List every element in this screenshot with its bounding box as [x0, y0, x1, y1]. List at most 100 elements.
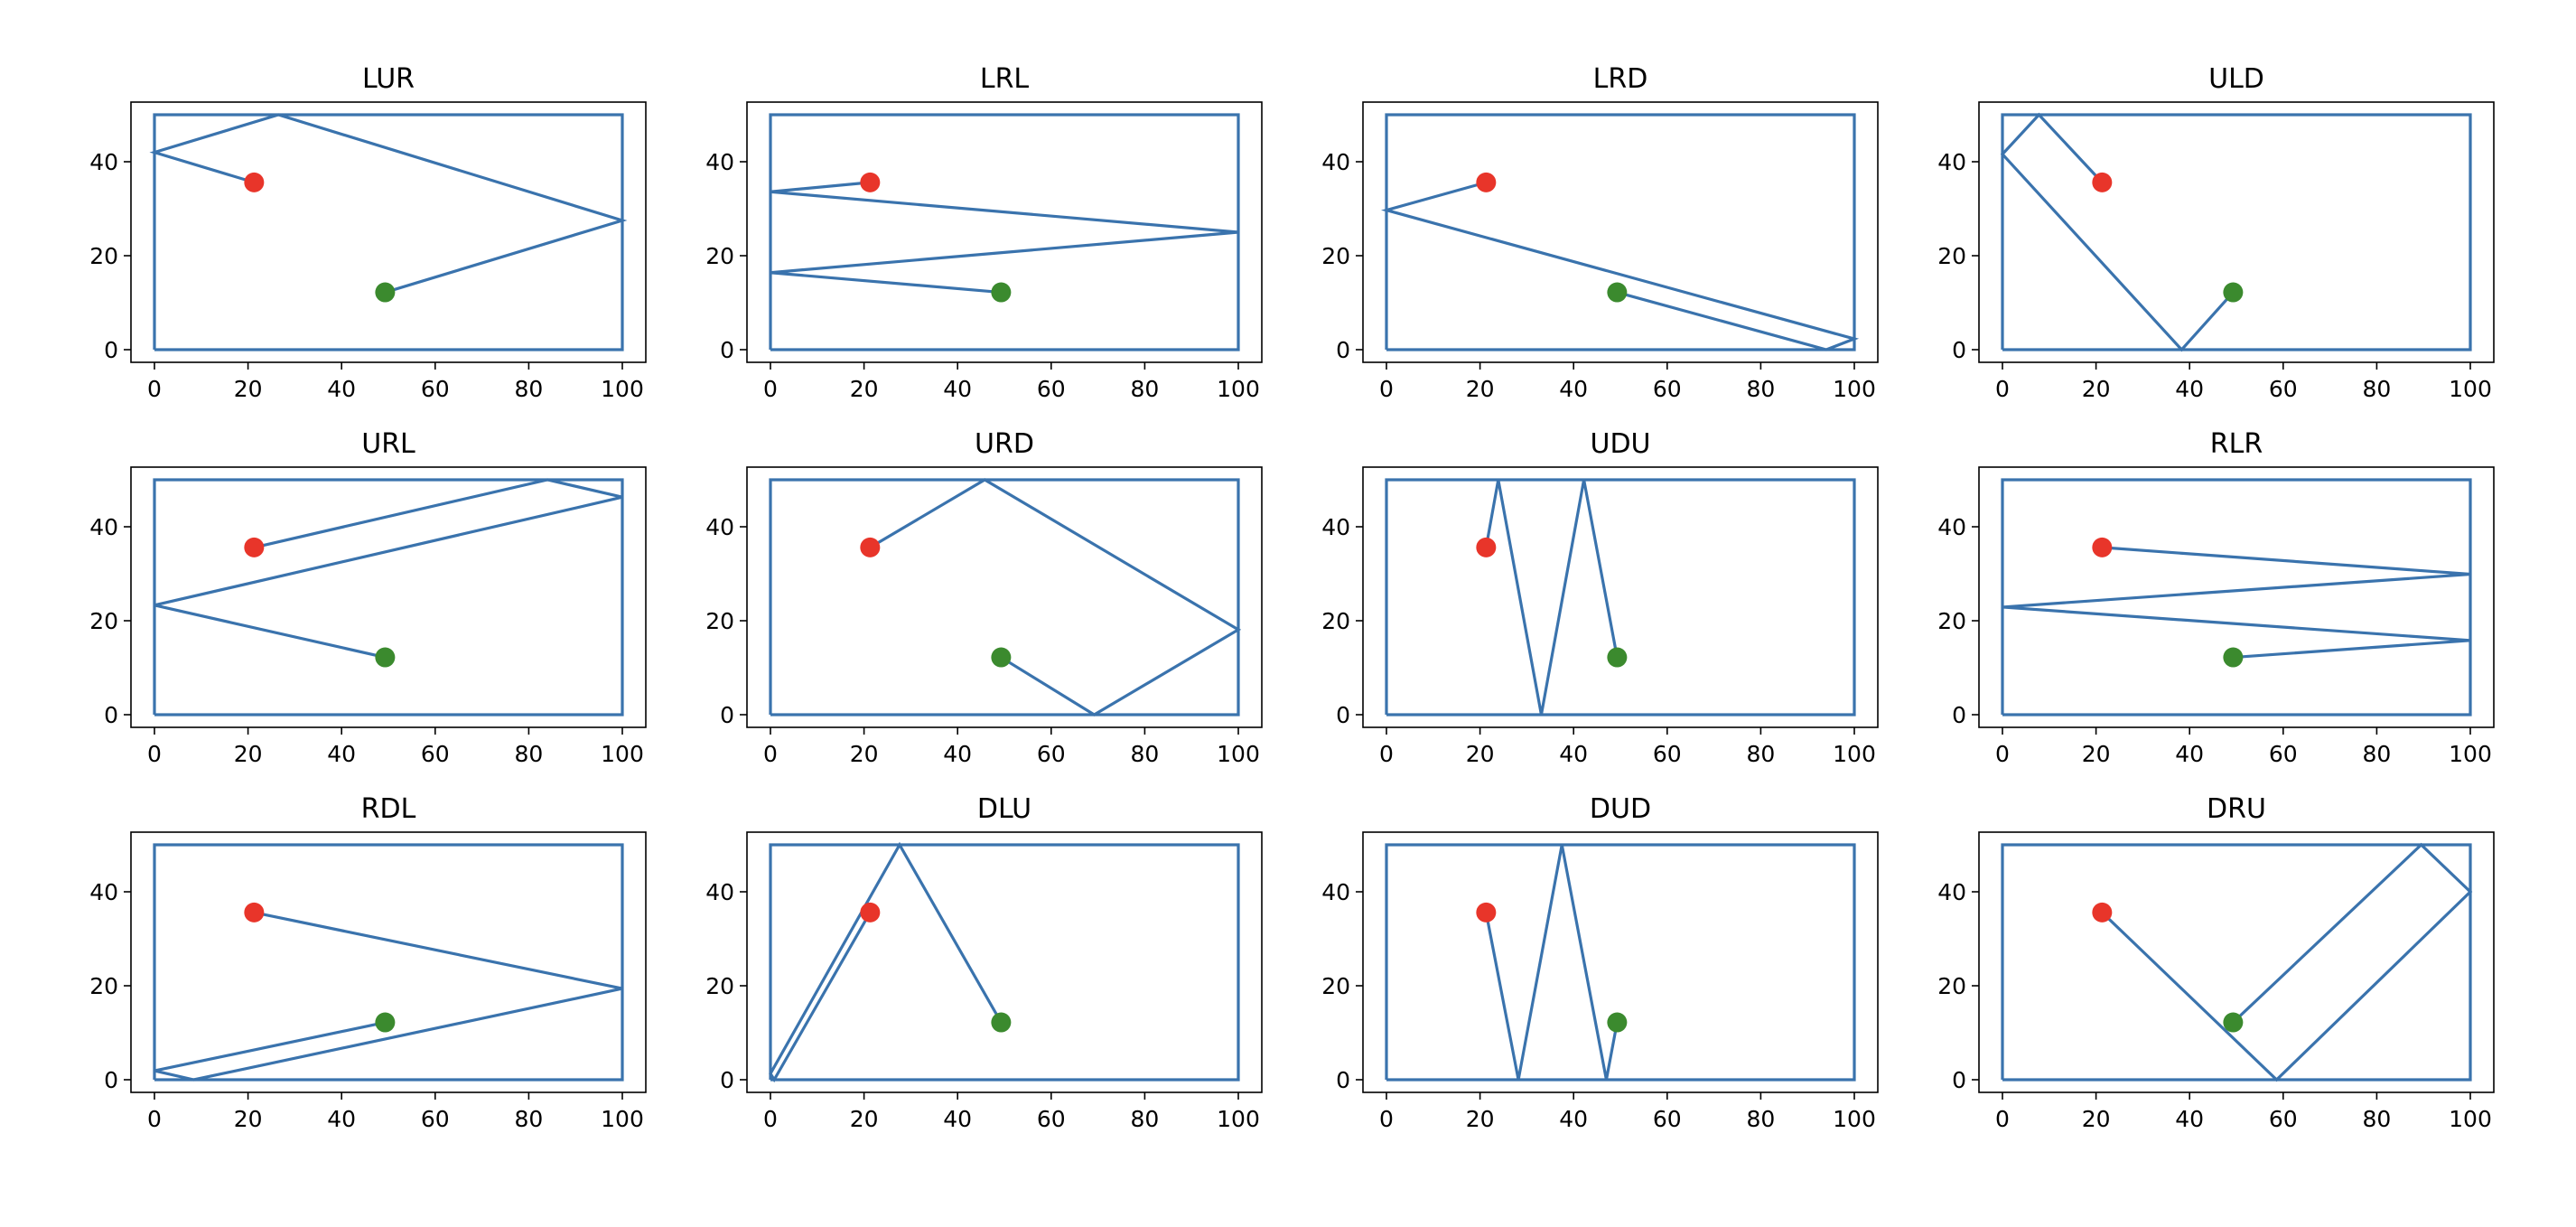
x-tick-label: 80 — [2362, 741, 2391, 767]
y-tick-label: 0 — [1336, 702, 1350, 728]
x-tick-label: 20 — [234, 741, 263, 767]
x-tick-label: 100 — [1833, 376, 1876, 402]
boundary-box — [2001, 113, 2472, 351]
x-tick-label: 0 — [1379, 741, 1394, 767]
x-tick-label: 60 — [1653, 1106, 1682, 1132]
x-tick-label: 60 — [2269, 741, 2298, 767]
x-tick-label: 100 — [1217, 376, 1260, 402]
y-tick-label: 0 — [1952, 702, 1966, 728]
boundary-box — [153, 113, 624, 351]
end-point — [991, 647, 1012, 668]
x-tick-label: 20 — [2082, 376, 2111, 402]
axes-frame — [1362, 466, 1879, 728]
end-point — [1607, 1012, 1628, 1033]
x-tick-label: 80 — [2362, 376, 2391, 402]
end-point — [1607, 282, 1628, 303]
boundary-box — [153, 478, 624, 717]
x-tick-label: 40 — [1559, 741, 1588, 767]
end-point — [1607, 647, 1628, 668]
x-tick-label: 0 — [147, 1106, 162, 1132]
panel-dlu: DLU 0 20 40 60 80 100 0 20 40 — [705, 793, 1263, 1132]
y-tick-label: 20 — [1937, 243, 1966, 269]
axes-frame — [746, 101, 1263, 363]
y-tick-label: 40 — [89, 879, 118, 905]
x-tick-label: 80 — [1130, 1106, 1159, 1132]
y-tick-label: 20 — [89, 608, 118, 634]
x-tick-label: 20 — [850, 741, 879, 767]
boundary-box — [1385, 113, 1856, 351]
y-tick-label: 0 — [104, 1067, 118, 1093]
reflection-path — [1484, 844, 1619, 1081]
end-point — [2223, 282, 2244, 303]
x-tick-label: 40 — [2175, 1106, 2204, 1132]
x-tick-label: 40 — [327, 376, 356, 402]
x-tick-label: 40 — [1559, 376, 1588, 402]
y-tick-label: 0 — [720, 702, 734, 728]
reflection-path — [770, 181, 1239, 295]
panel-uld: ULD 0 20 40 60 80 100 0 20 40 — [1937, 63, 2495, 402]
x-tick-label: 0 — [1379, 376, 1394, 402]
x-tick-label: 20 — [234, 376, 263, 402]
y-tick-label: 40 — [705, 879, 734, 905]
panel-title: LRL — [980, 63, 1030, 95]
x-tick-label: 60 — [2269, 1106, 2298, 1132]
y-tick-label: 40 — [1321, 149, 1350, 175]
x-tick-label: 40 — [943, 741, 972, 767]
reflection-path — [2101, 842, 2473, 1082]
start-point — [860, 902, 881, 923]
x-tick-label: 20 — [1466, 1106, 1495, 1132]
y-tick-label: 40 — [1937, 149, 1966, 175]
panel-lur: LUR 0 20 40 60 80 100 0 20 40 — [89, 63, 647, 402]
y-tick-label: 0 — [720, 337, 734, 363]
x-tick-label: 80 — [1130, 376, 1159, 402]
panel-title: URL — [361, 428, 415, 460]
panel-title: DUD — [1590, 793, 1651, 825]
panel-rlr: RLR 0 20 40 60 80 100 0 20 40 — [1937, 428, 2495, 767]
start-point — [2092, 902, 2113, 923]
start-point — [1476, 172, 1497, 192]
axes-frame — [1978, 831, 2495, 1093]
start-point — [1476, 537, 1497, 557]
x-tick-label: 0 — [763, 376, 778, 402]
y-tick-label: 20 — [1937, 973, 1966, 999]
y-tick-label: 0 — [1336, 337, 1350, 363]
x-tick-label: 100 — [1833, 741, 1876, 767]
y-tick-label: 20 — [89, 973, 118, 999]
x-tick-label: 60 — [1037, 376, 1066, 402]
x-tick-label: 80 — [1746, 376, 1775, 402]
x-tick-label: 100 — [1217, 741, 1260, 767]
panel-lrd: LRD 0 20 40 60 80 100 0 20 40 — [1321, 63, 1879, 402]
x-tick-label: 20 — [2082, 741, 2111, 767]
panel-title: LRD — [1593, 63, 1648, 95]
x-tick-label: 0 — [1995, 741, 2010, 767]
x-tick-label: 20 — [1466, 376, 1495, 402]
y-tick-label: 20 — [1321, 243, 1350, 269]
y-tick-label: 40 — [705, 149, 734, 175]
x-tick-label: 100 — [601, 376, 644, 402]
x-tick-label: 100 — [2449, 741, 2492, 767]
x-tick-label: 60 — [1037, 741, 1066, 767]
reflection-path — [869, 478, 1242, 717]
panel-url: URL 0 20 40 60 80 100 0 20 40 — [89, 428, 647, 767]
x-tick-label: 60 — [421, 741, 450, 767]
reflection-path — [1484, 479, 1619, 716]
x-tick-label: 0 — [147, 741, 162, 767]
y-tick-label: 0 — [104, 337, 118, 363]
x-tick-label: 20 — [850, 376, 879, 402]
boundary-box — [769, 113, 1240, 351]
x-tick-label: 80 — [1746, 1106, 1775, 1132]
reflection-path — [2002, 546, 2471, 660]
x-tick-label: 80 — [514, 741, 543, 767]
reflection-path — [149, 113, 628, 295]
start-point — [2092, 172, 2113, 192]
x-tick-label: 60 — [2269, 376, 2298, 402]
x-tick-label: 60 — [1037, 1106, 1066, 1132]
x-tick-label: 80 — [2362, 1106, 2391, 1132]
x-tick-label: 20 — [2082, 1106, 2111, 1132]
start-point — [244, 902, 265, 923]
x-tick-label: 80 — [514, 376, 543, 402]
x-tick-label: 40 — [943, 376, 972, 402]
x-tick-label: 80 — [1746, 741, 1775, 767]
x-tick-label: 20 — [1466, 741, 1495, 767]
x-tick-label: 100 — [1833, 1106, 1876, 1132]
